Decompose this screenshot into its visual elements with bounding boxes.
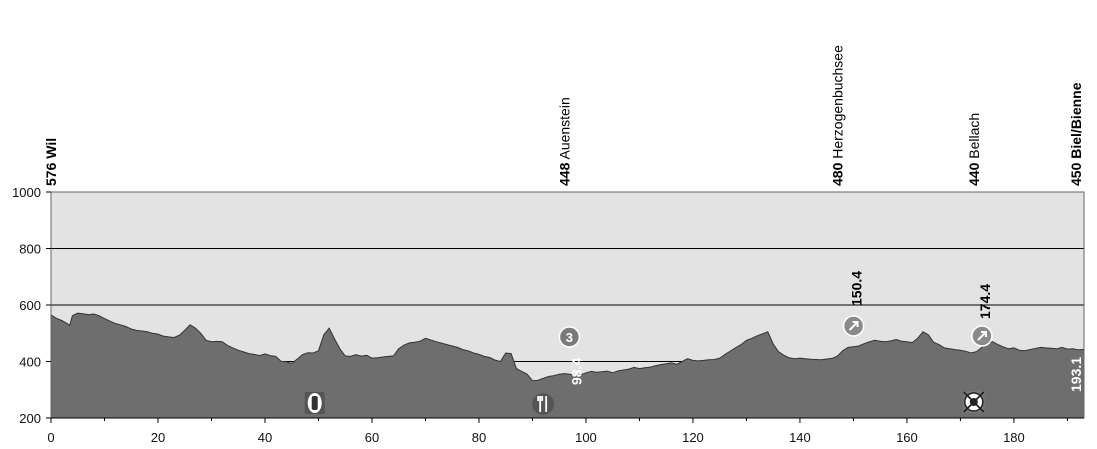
fork-knife-icon [532, 393, 555, 415]
x-tick-label: 0 [47, 430, 54, 445]
markers: 3 [304, 315, 993, 415]
place-name: Biel/Bienne [1068, 82, 1084, 162]
sprint-arrow-icon [848, 321, 859, 331]
x-tick-label: 40 [258, 430, 272, 445]
x-tick-label: 20 [151, 430, 165, 445]
y-tick-label: 600 [19, 298, 41, 313]
y-tick-label: 800 [19, 242, 41, 257]
place-name: Bellach [966, 113, 982, 163]
x-tick-label: 60 [365, 430, 379, 445]
no-litter-icon-cross [963, 391, 985, 413]
sprint-arrow-icon [977, 331, 987, 341]
y-tick-label: 400 [19, 355, 41, 370]
x-axis: 0 20 40 60 80 100 120 140 160 180 [47, 417, 1084, 445]
fork-knife-icon-bg [532, 393, 555, 415]
km-label: 174.4 [977, 284, 993, 319]
x-tick-label: 80 [472, 430, 486, 445]
climb-category-number: 3 [566, 330, 573, 345]
place-name: Wil [43, 138, 59, 163]
x-tick-label: 180 [1003, 430, 1025, 445]
place-elevation: 450 [1068, 162, 1084, 186]
y-axis: 200 400 600 800 1000 [12, 185, 51, 426]
place-name: Herzogenbuchsee [829, 45, 845, 163]
place-label: 440 Bellach [966, 113, 982, 186]
km-labels: 98.4 150.4 174.4 193.1 [568, 271, 1084, 392]
x-tick-label: 100 [575, 430, 597, 445]
place-elevation: 576 [43, 162, 59, 186]
place-label: 576 Wil [43, 138, 59, 186]
y-tick-label: 1000 [12, 185, 41, 200]
place-label: 448 Auenstein [557, 97, 573, 186]
place-elevation: 480 [829, 162, 845, 186]
km-label: 193.1 [1068, 357, 1084, 392]
place-label: 480 Herzogenbuchsee [829, 45, 845, 186]
place-name: Auenstein [557, 97, 573, 162]
bottle-icon [304, 392, 325, 414]
climb-category-badge [558, 326, 581, 348]
no-litter-icon [962, 391, 985, 413]
x-tick-label: 120 [682, 430, 704, 445]
fork-knife-icon-lines [537, 396, 548, 412]
place-elevation: 448 [557, 162, 573, 186]
x-tick-label: 140 [789, 430, 811, 445]
place-elevation: 440 [966, 162, 982, 186]
place-label: 450 Biel/Bienne [1068, 82, 1084, 186]
bottle-icon-shape [311, 396, 318, 410]
km-label: 150.4 [849, 271, 865, 306]
y-tick-label: 200 [19, 411, 41, 426]
km-label: 98.4 [568, 358, 584, 385]
x-tick-label: 160 [896, 430, 918, 445]
elevation-area [50, 312, 1085, 419]
